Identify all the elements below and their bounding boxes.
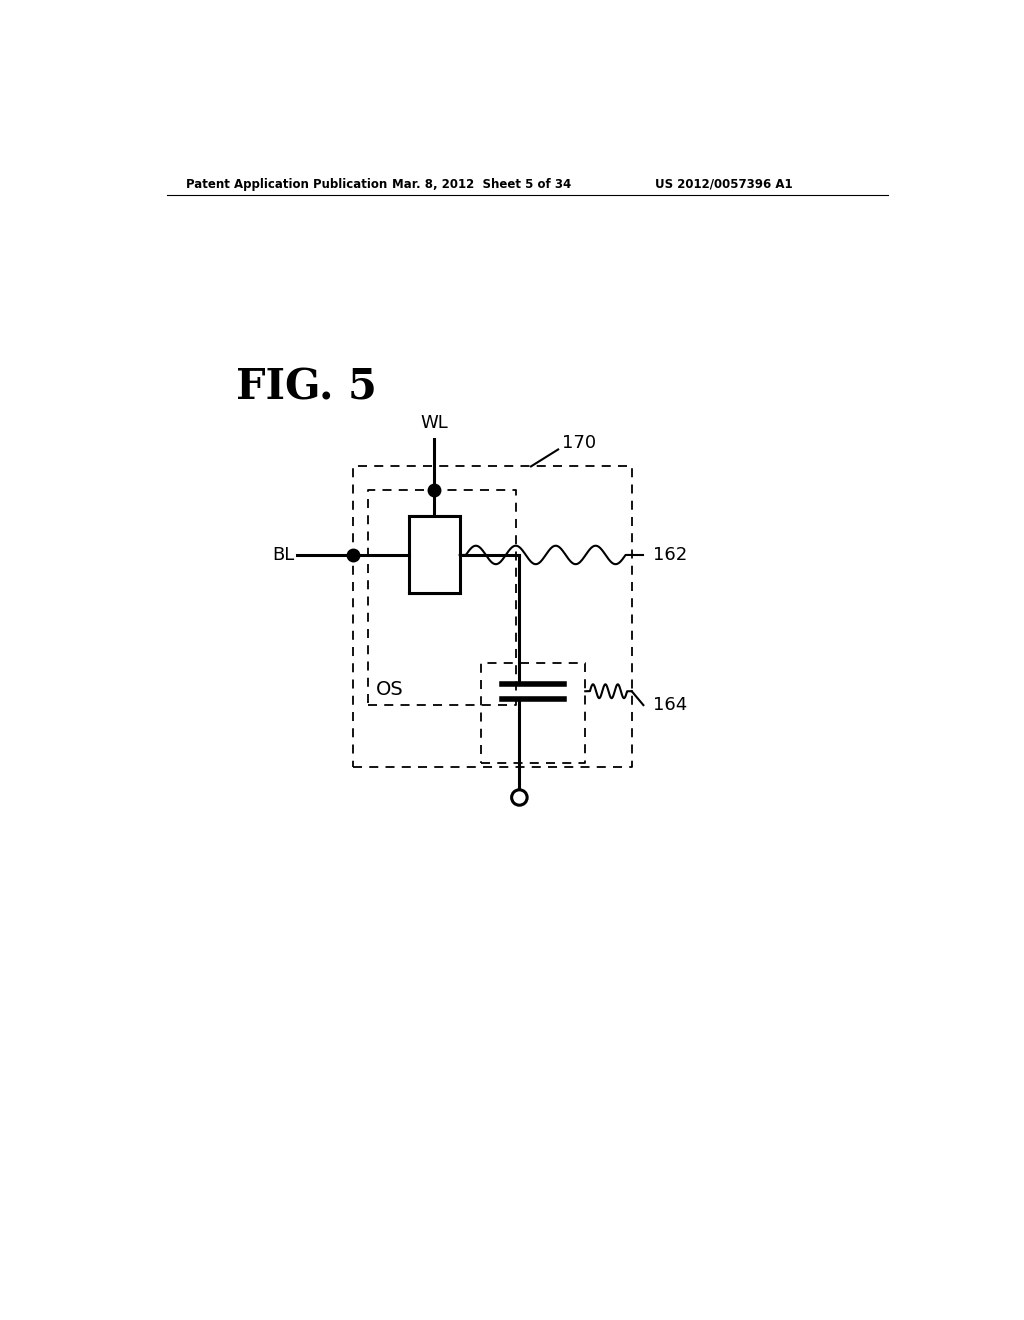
Text: US 2012/0057396 A1: US 2012/0057396 A1 (655, 178, 793, 190)
Text: BL: BL (272, 546, 295, 564)
Bar (409, 516, 460, 594)
Text: Mar. 8, 2012  Sheet 5 of 34: Mar. 8, 2012 Sheet 5 of 34 (391, 178, 570, 190)
Text: 162: 162 (652, 546, 687, 564)
Text: 164: 164 (652, 696, 687, 714)
Text: 170: 170 (562, 434, 596, 453)
Text: WL: WL (420, 413, 449, 432)
Text: FIG. 5: FIG. 5 (237, 367, 378, 408)
Text: Patent Application Publication: Patent Application Publication (186, 178, 387, 190)
Text: OS: OS (376, 680, 403, 700)
